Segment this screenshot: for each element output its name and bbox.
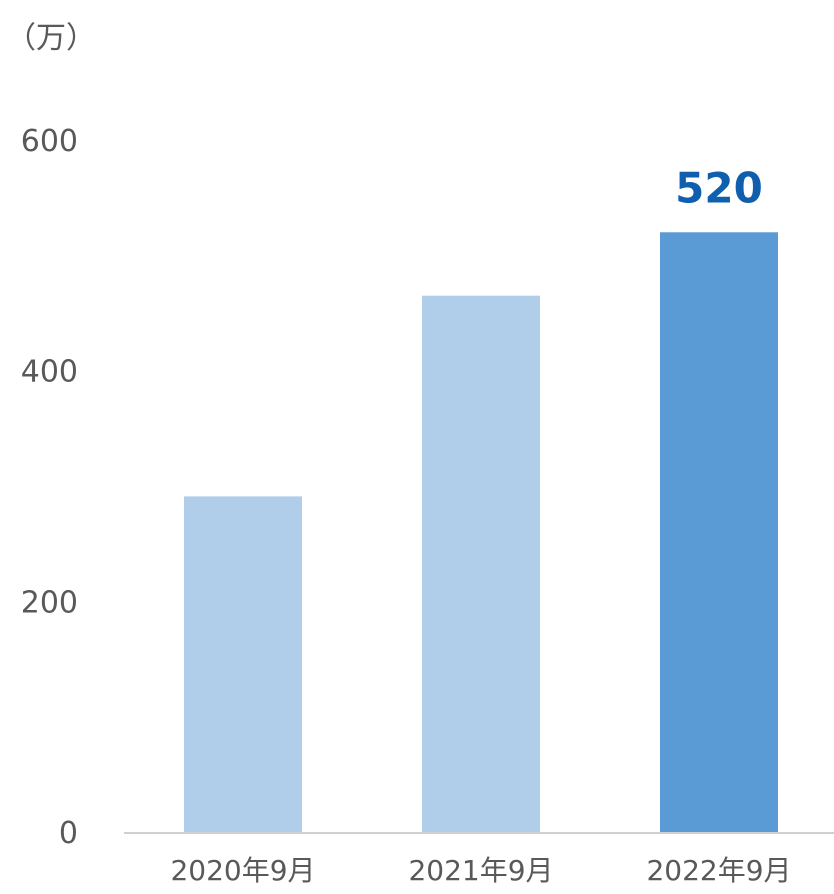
x-tick-label: 2020年9月 — [170, 854, 315, 887]
bar — [422, 295, 540, 832]
data-label: 520 — [675, 163, 763, 212]
y-tick-label: 600 — [21, 124, 78, 159]
data-labels: 520 — [675, 163, 763, 212]
bar — [184, 496, 302, 832]
bar — [660, 232, 778, 832]
y-axis: 0 200 400 600 — [21, 124, 78, 851]
x-tick-label: 2021年9月 — [408, 854, 553, 887]
x-tick-label: 2022年9月 — [646, 854, 791, 887]
unit-label: （万） — [6, 21, 96, 56]
y-tick-label: 200 — [21, 585, 78, 620]
y-tick-label: 0 — [59, 816, 78, 851]
bars — [184, 232, 778, 832]
y-tick-label: 400 — [21, 355, 78, 390]
x-axis: 2020年9月 2021年9月 2022年9月 — [170, 854, 791, 887]
